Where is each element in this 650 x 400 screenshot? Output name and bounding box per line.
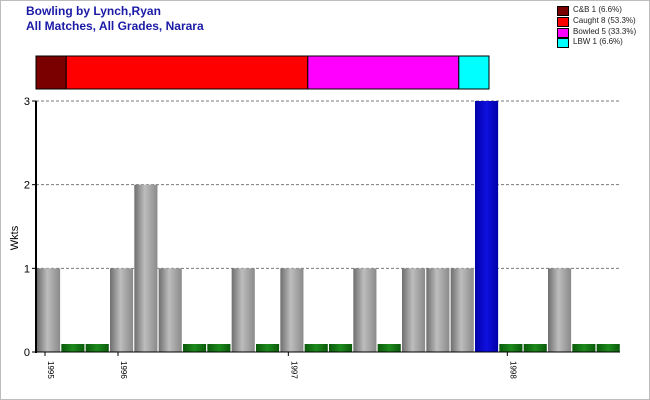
y-grid bbox=[36, 100, 620, 269]
bar-zero bbox=[329, 344, 353, 352]
x-tick-label: 1997 bbox=[289, 361, 298, 379]
bar bbox=[548, 268, 572, 352]
bar-zero bbox=[377, 344, 401, 352]
bar-highlight bbox=[475, 101, 499, 352]
bar bbox=[450, 268, 474, 352]
legend-label-cb: C&B 1 (6.6%) bbox=[573, 5, 622, 14]
y-tick-label: 1 bbox=[24, 263, 30, 275]
bar-zero bbox=[596, 344, 620, 352]
bar bbox=[426, 268, 450, 352]
y-tick-label: 0 bbox=[24, 347, 30, 359]
y-tick-labels: 0 1 2 3 bbox=[24, 96, 30, 359]
bar bbox=[402, 268, 426, 352]
chart-title-line2: All Matches, All Grades, Narara bbox=[26, 19, 204, 33]
y-tick-label: 2 bbox=[24, 180, 30, 192]
bar bbox=[134, 184, 158, 352]
bar bbox=[158, 268, 182, 352]
bar-zero bbox=[207, 344, 231, 352]
wicket-bars bbox=[37, 101, 620, 352]
y-axis-label: Wkts bbox=[9, 225, 21, 250]
chart-title-line1: Bowling by Lynch,Ryan bbox=[26, 4, 161, 18]
legend-label-lbw: LBW 1 (6.6%) bbox=[573, 37, 623, 46]
x-tick-labels: 1995 1996 1997 1998 bbox=[44, 352, 517, 379]
bar-zero bbox=[523, 344, 547, 352]
dismissal-summary-bar bbox=[35, 55, 490, 90]
bar bbox=[37, 268, 61, 352]
bar-zero bbox=[256, 344, 280, 352]
bar bbox=[110, 268, 134, 352]
bar-zero bbox=[85, 344, 109, 352]
legend-label-caught: Caught 8 (53.3%) bbox=[573, 16, 636, 25]
legend-swatch-cb bbox=[557, 6, 569, 16]
summary-segment-bowled bbox=[307, 55, 460, 90]
legend-swatch-lbw bbox=[557, 38, 569, 48]
summary-segment-c-b bbox=[35, 55, 67, 90]
legend-swatch-bowled bbox=[557, 28, 569, 38]
y-tick-label: 3 bbox=[24, 96, 30, 108]
bar-zero bbox=[572, 344, 596, 352]
bar-zero bbox=[183, 344, 207, 352]
x-tick-label: 1996 bbox=[119, 361, 128, 379]
legend-label-bowled: Bowled 5 (33.3%) bbox=[573, 27, 637, 36]
x-tick-label: 1998 bbox=[508, 361, 517, 379]
bar bbox=[231, 268, 255, 352]
bar-zero bbox=[61, 344, 85, 352]
legend-swatch-caught bbox=[557, 17, 569, 27]
summary-segment-lbw bbox=[458, 55, 490, 90]
bar bbox=[280, 268, 304, 352]
summary-segment-caught bbox=[65, 55, 309, 90]
bar-zero bbox=[304, 344, 328, 352]
bar-zero bbox=[499, 344, 523, 352]
x-tick-label: 1995 bbox=[46, 361, 55, 379]
bar bbox=[353, 268, 377, 352]
axes bbox=[32, 100, 620, 353]
